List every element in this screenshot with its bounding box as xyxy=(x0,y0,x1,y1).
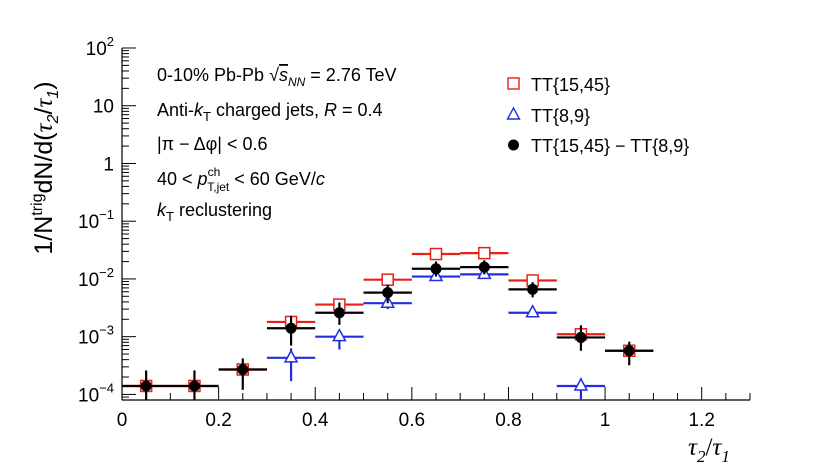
legend-marker-tt1545 xyxy=(507,77,520,90)
y-tick-label: 10−3 xyxy=(78,323,114,349)
data-point xyxy=(283,349,299,363)
data-point xyxy=(573,377,589,391)
data-point xyxy=(285,322,297,334)
axes: 0 0.2 0.4 0.6 0.8 1 1.2 102 10 1 10−1 10−2 10−3 10−4 xyxy=(78,34,751,431)
legend-marker-tt89 xyxy=(506,106,521,120)
data-point xyxy=(623,345,635,357)
y-tick-label: 10−1 xyxy=(78,207,114,233)
x-axis-label: τ2/τ1 xyxy=(688,434,730,466)
y-axis-label: 1/NtrigdN/d(τ2/τ1) xyxy=(29,81,62,254)
y-tick-label: 102 xyxy=(86,34,114,60)
legend-label-tt1545: TT{15,45} xyxy=(531,75,610,95)
x-tick-label: 0.6 xyxy=(399,410,425,431)
data-point xyxy=(237,364,249,376)
data-point xyxy=(429,247,443,261)
x-tick-label: 0.4 xyxy=(302,410,329,431)
series-filled-circle xyxy=(122,260,654,400)
y-tick-label: 10−2 xyxy=(78,265,114,291)
annotation-jets: Anti-kT charged jets, R = 0.4 xyxy=(157,100,383,124)
legend-marker-diff xyxy=(508,139,519,151)
data-point xyxy=(140,380,152,392)
data-point xyxy=(527,283,539,295)
annotation-dphi: |π − Δφ| < 0.6 xyxy=(157,134,268,154)
annotation-pt: 40 < pch T,jet < 60 GeV/c xyxy=(157,165,325,194)
data-point xyxy=(188,380,200,392)
data-point xyxy=(381,273,394,286)
data-point xyxy=(332,328,347,342)
annotation-collision: 0-10% Pb-Pb √sNN = 2.76 TeV xyxy=(157,65,397,89)
x-tick-label: 0.2 xyxy=(205,410,231,431)
data-point xyxy=(478,246,491,260)
y-tick-label: 10−4 xyxy=(78,380,114,406)
data-point xyxy=(430,263,442,275)
legend-label-diff: TT{15,45} − TT{8,9} xyxy=(531,136,689,156)
legend-label-tt89: TT{8,9} xyxy=(531,106,590,126)
x-tick-label: 1.2 xyxy=(688,410,714,431)
y-tick-label: 1 xyxy=(103,154,114,175)
legend: TT{15,45} TT{8,9} TT{15,45} − TT{8,9} xyxy=(506,75,689,156)
series-open-triangle xyxy=(266,265,606,400)
annotation-block: 0-10% Pb-Pb √sNN = 2.76 TeV Anti-kT char… xyxy=(157,65,397,224)
y-tick-label: 10 xyxy=(93,97,114,118)
x-tick-label: 0.8 xyxy=(495,410,521,431)
x-tick-label: 1 xyxy=(600,410,611,431)
data-point xyxy=(333,307,345,319)
data-point xyxy=(525,304,540,318)
data-point xyxy=(382,287,394,299)
data-point xyxy=(478,261,490,273)
annotation-recluster: kT reclustering xyxy=(157,200,272,224)
series-layer xyxy=(122,246,654,400)
series-open-square xyxy=(122,246,654,393)
x-tick-label: 0 xyxy=(117,410,128,431)
data-point xyxy=(575,331,587,343)
